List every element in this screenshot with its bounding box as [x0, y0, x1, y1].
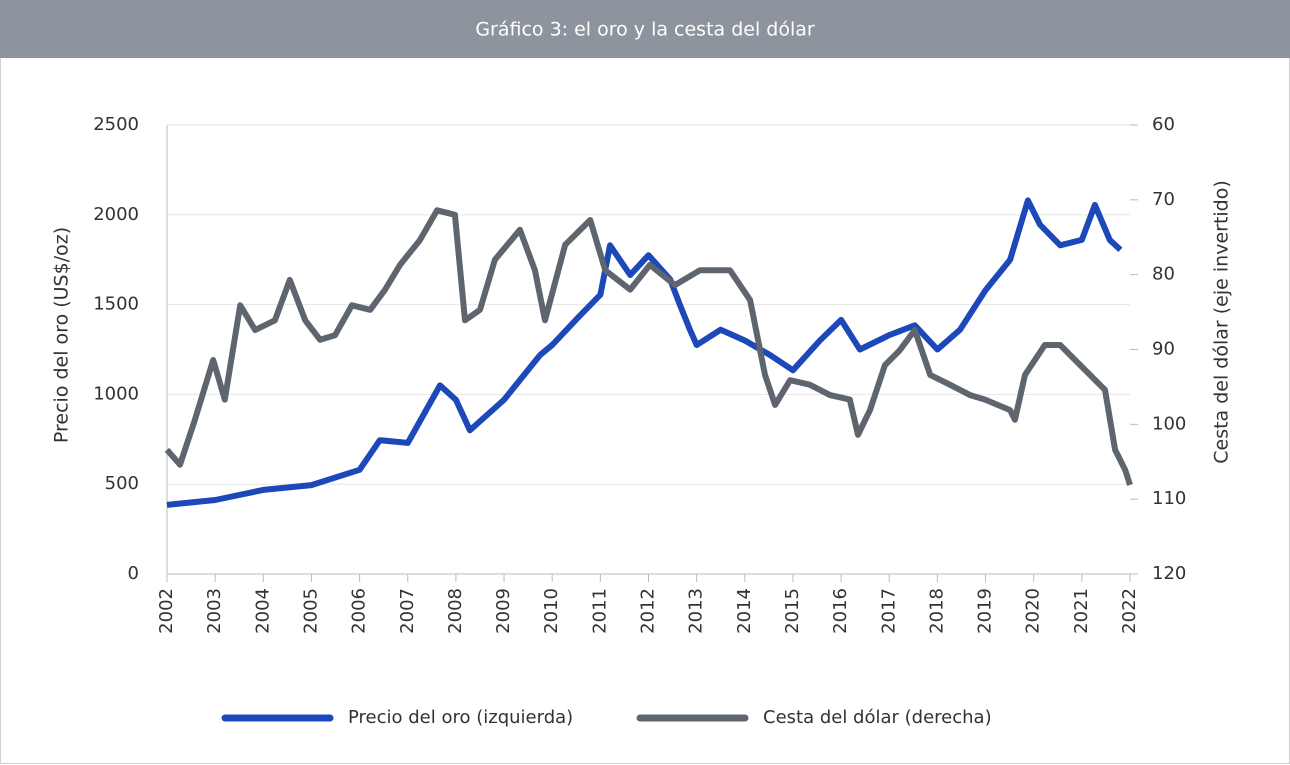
data-line [166, 197, 1123, 508]
y2-tick-label: 60 [1152, 114, 1175, 135]
x-tick-label: 2016 [830, 588, 851, 634]
x-tick-label: 2002 [156, 588, 177, 634]
y-tick-label: 2000 [93, 204, 139, 225]
x-tick-label: 2017 [878, 588, 899, 634]
x-tick-label: 2004 [252, 588, 273, 634]
data-line [164, 207, 1133, 486]
y2-tick-label: 100 [1152, 413, 1186, 434]
y-axis-label: Precio del oro (US$/oz) [51, 227, 73, 443]
y2-tick-label: 70 [1152, 189, 1175, 210]
x-tick-label: 2008 [445, 588, 466, 634]
x-tick-label: 2005 [300, 588, 321, 634]
y-tick-label: 1500 [93, 294, 139, 315]
x-tick-label: 2007 [397, 588, 418, 634]
x-tick-label: 2009 [493, 588, 514, 634]
chart-title: Gráfico 3: el oro y la cesta del dólar [475, 19, 815, 41]
y2-tick-label: 120 [1152, 563, 1186, 584]
y2-tick-label: 80 [1152, 264, 1175, 285]
x-tick-label: 2022 [1119, 588, 1140, 634]
legend-label: Cesta del dólar (derecha) [763, 707, 992, 728]
y2-tick-label: 90 [1152, 339, 1175, 360]
y2-axis-label: Cesta del dólar (eje invertido) [1211, 180, 1233, 464]
legend-label: Precio del oro (izquierda) [348, 707, 573, 728]
x-tick-label: 2020 [1023, 588, 1044, 634]
x-tick-label: 2014 [734, 588, 755, 634]
x-tick-label: 2021 [1071, 588, 1092, 634]
x-tick-label: 2018 [926, 588, 947, 634]
header-bar [0, 0, 1290, 58]
y-tick-label: 500 [105, 473, 139, 494]
x-tick-label: 2011 [589, 588, 610, 634]
y-tick-label: 2500 [93, 114, 139, 135]
x-tick-label: 2010 [541, 588, 562, 634]
x-tick-label: 2012 [638, 588, 659, 634]
x-tick-label: 2015 [782, 588, 803, 634]
y-tick-label: 1000 [93, 383, 139, 404]
y2-tick-label: 110 [1152, 488, 1186, 509]
x-tick-label: 2019 [975, 588, 996, 634]
y-tick-label: 0 [128, 563, 139, 584]
x-tick-label: 2003 [204, 588, 225, 634]
x-tick-label: 2006 [349, 588, 370, 634]
x-tick-label: 2013 [686, 588, 707, 634]
